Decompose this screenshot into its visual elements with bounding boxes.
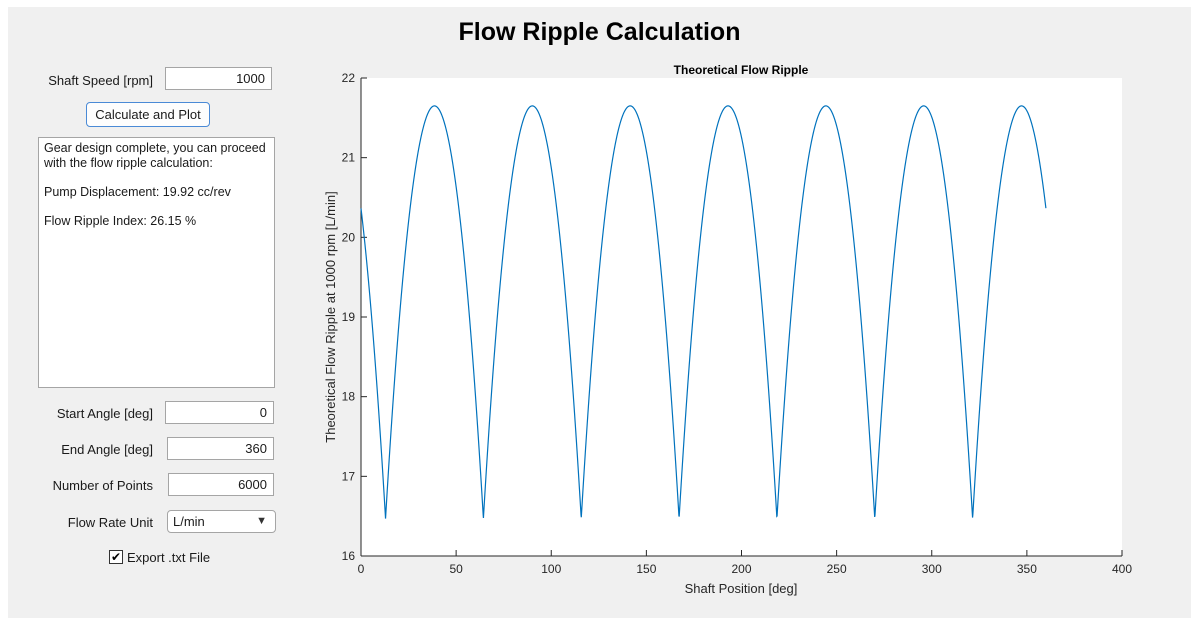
x-tick-label: 250 xyxy=(827,562,847,576)
flow-ripple-index-text: Flow Ripple Index: 26.15 % xyxy=(44,213,197,228)
y-axis-label: Theoretical Flow Ripple at 1000 rpm [L/m… xyxy=(323,191,338,442)
app-window: Flow Ripple Calculation Shaft Speed [rpm… xyxy=(8,7,1191,618)
y-tick-label: 19 xyxy=(342,310,356,324)
shaft-speed-label: Shaft Speed [rpm] xyxy=(48,73,153,88)
x-tick-label: 350 xyxy=(1017,562,1037,576)
x-tick-label: 300 xyxy=(922,562,942,576)
flow-rate-unit-value: L/min xyxy=(173,514,205,529)
x-tick-label: 400 xyxy=(1112,562,1132,576)
output-status-text: Gear design complete, you can proceed wi… xyxy=(44,141,266,170)
number-of-points-input[interactable]: 6000 xyxy=(168,473,274,496)
number-of-points-label: Number of Points xyxy=(52,478,153,493)
flow-ripple-line xyxy=(360,105,1047,519)
start-angle-input[interactable]: 0 xyxy=(165,401,274,424)
y-tick-label: 22 xyxy=(342,71,356,85)
x-tick-label: 200 xyxy=(731,562,751,576)
y-tick-label: 21 xyxy=(342,151,356,165)
y-tick-label: 16 xyxy=(342,549,356,563)
pump-displacement-text: Pump Displacement: 19.92 cc/rev xyxy=(44,184,231,199)
y-tick-label: 17 xyxy=(342,469,356,483)
export-txt-label[interactable]: Export .txt File xyxy=(127,550,211,565)
flow-ripple-plot: 0 50 100 150 200 250 300 350 400 16 17 18 19 20 21 22 T… xyxy=(323,63,1132,596)
dropdown-arrow-icon: ▼ xyxy=(256,515,267,527)
export-txt-checkbox[interactable]: ✔ xyxy=(109,550,123,564)
calculate-and-plot-button[interactable]: Calculate and Plot xyxy=(86,102,210,127)
x-tick-label: 0 xyxy=(358,562,365,576)
x-axis-label: Shaft Position [deg] xyxy=(685,581,798,596)
end-angle-input[interactable]: 360 xyxy=(167,437,274,460)
app-title: Flow Ripple Calculation xyxy=(458,18,741,46)
x-tick-label: 150 xyxy=(636,562,656,576)
output-text-area[interactable]: Gear design complete, you can proceed wi… xyxy=(38,137,275,388)
x-tick-label: 100 xyxy=(541,562,561,576)
end-angle-label: End Angle [deg] xyxy=(61,442,153,457)
shaft-speed-input[interactable]: 1000 xyxy=(165,67,272,90)
plot-area xyxy=(361,78,1122,556)
y-tick-label: 18 xyxy=(342,390,356,404)
flow-rate-unit-dropdown[interactable]: L/min ▼ xyxy=(167,510,276,533)
y-tick-label: 20 xyxy=(342,230,356,244)
start-angle-label: Start Angle [deg] xyxy=(56,406,153,421)
x-tick-label: 50 xyxy=(449,562,463,576)
chart-title: Theoretical Flow Ripple xyxy=(674,63,809,77)
checkmark-icon: ✔ xyxy=(110,550,122,564)
flow-rate-unit-label: Flow Rate Unit xyxy=(67,515,153,530)
